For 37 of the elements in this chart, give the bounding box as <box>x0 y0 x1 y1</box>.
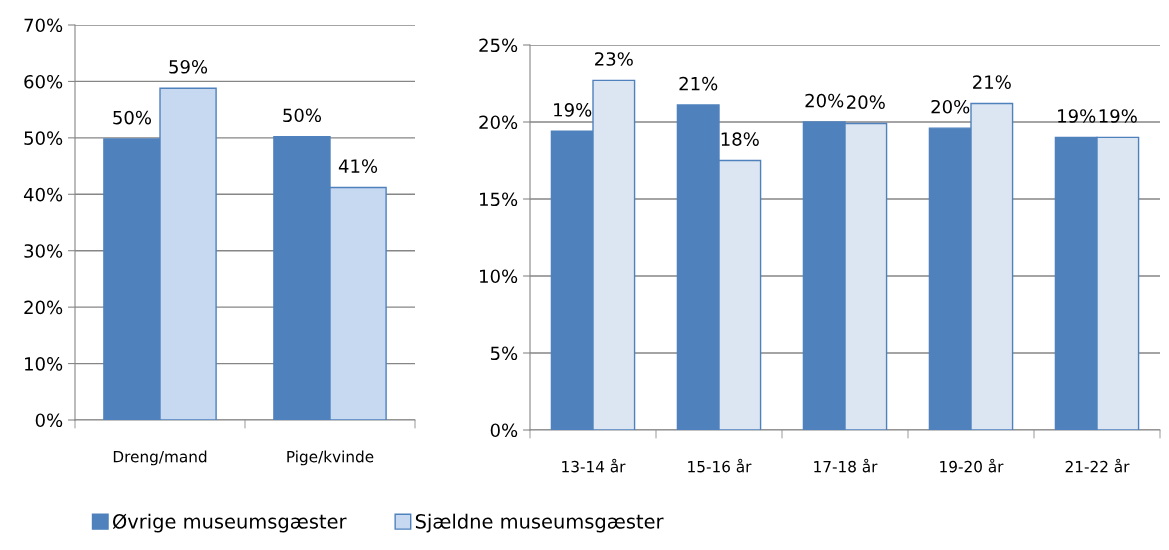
y-tick-label: 50% <box>24 131 63 145</box>
x-tick-label: 21-22 år <box>1065 458 1130 473</box>
data-label: 19% <box>1058 109 1096 123</box>
y-tick-label: 70% <box>24 18 63 33</box>
data-label: 50% <box>113 110 152 125</box>
x-tick-label: 17-18 år <box>814 458 878 473</box>
data-label: 50% <box>283 108 322 123</box>
y-tick-label: 30% <box>24 244 63 258</box>
y-tick-label: 40% <box>23 187 63 202</box>
y-tick-label: 10% <box>480 269 518 284</box>
x-tick-label: Pige/kvinde <box>287 450 374 466</box>
legend-label: Øvrige museumsgæster <box>112 513 347 533</box>
data-label: 41% <box>338 159 378 173</box>
legend-label: Sjældne museumsgæster <box>415 513 664 533</box>
x-tick-label: Dreng/mand <box>113 450 207 466</box>
y-tick-label: 10% <box>25 357 63 371</box>
x-tick-label: 13-14 år <box>562 458 626 473</box>
data-label: 20% <box>931 99 970 114</box>
y-tick-label: 5% <box>490 346 518 361</box>
y-tick-label: 0% <box>490 423 518 438</box>
data-label: 21% <box>679 76 718 91</box>
data-label: 18% <box>721 132 759 146</box>
x-tick-label: 19-20 år <box>940 458 1004 473</box>
y-tick-label: 25% <box>479 38 518 53</box>
y-tick-label: 60% <box>24 74 63 89</box>
y-tick-label: 15% <box>480 192 518 207</box>
x-tick-label: 15-16 år <box>688 458 752 473</box>
y-tick-label: 20% <box>24 300 63 315</box>
data-label: 21% <box>973 75 1011 89</box>
data-label: 20% <box>805 93 844 108</box>
y-tick-label: 20% <box>479 115 518 130</box>
data-label: 23% <box>595 52 633 66</box>
data-label: 20% <box>847 95 885 109</box>
data-label: 19% <box>1099 109 1137 123</box>
data-label: 19% <box>554 102 592 117</box>
y-tick-label: 0% <box>35 413 63 428</box>
data-label: 59% <box>169 59 208 74</box>
